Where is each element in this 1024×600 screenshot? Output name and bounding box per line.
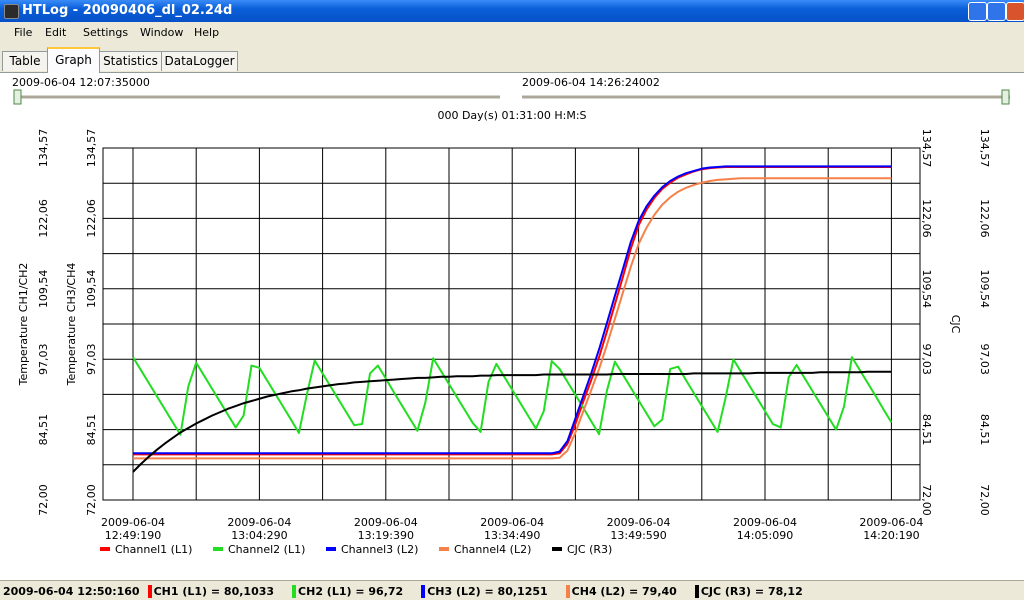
- tab[interactable]: DataLogger: [161, 51, 238, 71]
- y-tick-label: 97,03: [85, 343, 98, 375]
- menu-item[interactable]: Settings: [83, 26, 129, 39]
- tab-strip: Table Graph Statistics DataLogger: [0, 44, 1024, 73]
- maximize-button[interactable]: [987, 2, 1006, 21]
- status-value: CJC (R3) = 78,12: [694, 584, 803, 598]
- y-tick-label: 109,54: [85, 270, 98, 309]
- range-start: 2009-06-04 12:07:35000: [12, 76, 150, 89]
- y-axis-title: Temperature CH1/CH2: [17, 263, 30, 387]
- y-tick-label: 84,51: [37, 414, 50, 446]
- status-value: CH3 (L2) = 80,1251: [421, 584, 548, 598]
- y-tick-label: 134,57: [920, 129, 933, 168]
- legend-swatch: [552, 547, 562, 551]
- y-tick-label: 134,57: [37, 129, 50, 168]
- chart: 72,00 72,00 72,00 72,00 84,51 84,51 84,51 84,51…: [13, 89, 1010, 556]
- y-tick-label: 109,54: [978, 270, 991, 309]
- y-tick-label: 97,03: [978, 343, 991, 375]
- legend-swatch: [326, 547, 336, 551]
- y-tick-label: 122,06: [978, 199, 991, 238]
- y-axis-title: CJC: [949, 315, 962, 334]
- y-tick-label: 109,54: [37, 270, 50, 309]
- x-tick-label: 2009-06-04 13:49:590: [606, 516, 671, 542]
- slider-thumb[interactable]: [1001, 89, 1010, 105]
- window-title: HTLog - 20090406_dl_02.24d: [22, 3, 233, 18]
- series-line: [133, 177, 892, 460]
- close-button[interactable]: [1006, 2, 1024, 21]
- x-tick-label: 2009-06-04 13:34:490: [480, 516, 545, 542]
- legend-label: CJC (R3): [567, 543, 612, 556]
- status-bar: 2009-06-04 12:50:160 CH1 (L1) = 80,1033 C…: [0, 580, 1024, 600]
- y-tick-label: 84,51: [978, 414, 991, 446]
- series-line: [132, 370, 892, 473]
- y-tick-label: 72,00: [37, 484, 50, 516]
- menu-bar: File Edit Settings Window Help: [0, 22, 1024, 44]
- y-tick-label: 84,51: [920, 414, 933, 446]
- y-tick-label: 72,00: [978, 484, 991, 516]
- series-line: [133, 165, 892, 455]
- menu-item[interactable]: File: [14, 26, 33, 39]
- y-tick-label: 72,00: [920, 484, 933, 516]
- grid: [103, 147, 920, 501]
- y-tick-label: 109,54: [920, 270, 933, 309]
- legend-swatch: [100, 547, 110, 551]
- y-tick-label: 134,57: [978, 129, 991, 168]
- minimize-button[interactable]: [968, 2, 987, 21]
- y-tick-label: 72,00: [85, 484, 98, 516]
- x-tick-label: 2009-06-04 13:19:390: [353, 516, 418, 542]
- y-tick-label: 122,06: [920, 199, 933, 238]
- x-tick-label: 2009-06-04 12:49:190: [101, 516, 165, 542]
- app-icon: [4, 4, 19, 19]
- y-tick-label: 97,03: [920, 343, 933, 375]
- tab[interactable]: Statistics: [99, 51, 162, 71]
- status-value: CH4 (L2) = 79,40: [565, 584, 677, 598]
- status-time: 2009-06-04 12:50:160: [3, 584, 140, 598]
- menu-item[interactable]: Help: [194, 26, 220, 39]
- legend-label: Channel4 (L2): [454, 543, 531, 556]
- range-duration: 000 Day(s) 01:31:00 H:M:S: [437, 109, 587, 122]
- y-tick-label: 84,51: [85, 414, 98, 446]
- title-bar: HTLog - 20090406_dl_02.24d: [0, 0, 1024, 22]
- slider-thumb[interactable]: [13, 89, 22, 105]
- tab[interactable]: Graph: [47, 47, 100, 73]
- legend-label: Channel2 (L1): [228, 543, 305, 556]
- status-value: CH2 (L1) = 96,72: [292, 584, 403, 598]
- legend-swatch: [213, 547, 223, 551]
- x-tick-label: 2009-06-04 14:20:190: [859, 516, 924, 542]
- x-tick-label: 2009-06-04 13:04:290: [227, 516, 292, 542]
- x-tick-label: 2009-06-04 14:05:090: [733, 516, 797, 542]
- legend-swatch: [439, 547, 449, 551]
- status-value: CH1 (L1) = 80,1033: [147, 584, 274, 598]
- legend-label: Channel1 (L1): [115, 543, 192, 556]
- series-line: [132, 356, 893, 436]
- legend-label: Channel3 (L2): [341, 543, 418, 556]
- y-tick-label: 134,57: [85, 129, 98, 168]
- menu-item[interactable]: Edit: [45, 26, 67, 39]
- menu-item[interactable]: Window: [140, 26, 184, 39]
- range-end: 2009-06-04 14:26:24002: [522, 76, 660, 89]
- y-tick-label: 122,06: [37, 199, 50, 238]
- y-axis-title: Temperature CH3/CH4: [65, 263, 78, 387]
- y-tick-label: 97,03: [37, 343, 50, 375]
- y-tick-label: 122,06: [85, 199, 98, 238]
